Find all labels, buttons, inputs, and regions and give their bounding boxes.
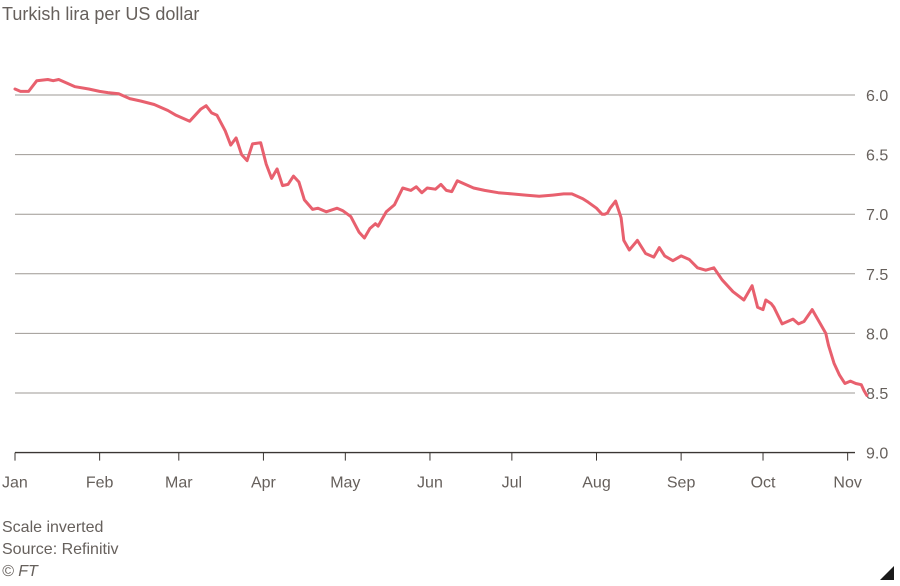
x-axis: Jan Feb Mar Apr May Jun Jul Aug Sep Oct Nov [2, 452, 862, 492]
y-tick-label: 7.5 [866, 267, 888, 284]
y-tick-label: 7.0 [866, 207, 888, 224]
y-tick-label: 9.0 [866, 446, 888, 463]
gridlines [15, 94, 855, 454]
x-tick-label: Aug [582, 475, 610, 492]
x-tick-label: May [330, 475, 360, 492]
y-tick-label: 8.0 [866, 326, 888, 343]
y-tick-label: 8.5 [866, 386, 888, 403]
x-tick-label: Nov [833, 475, 861, 492]
x-tick-label: Apr [251, 475, 277, 492]
x-tick-label: Sep [667, 475, 696, 492]
scale-note: Scale inverted [2, 519, 104, 536]
x-tick-label: Feb [86, 475, 114, 492]
x-tick-label: Jan [2, 475, 28, 492]
line-chart: Jan Feb Mar Apr May Jun Jul Aug Sep Oct Nov 6.0 6.5… [2, 78, 888, 492]
x-tick-label: Jun [417, 475, 443, 492]
series-line [13, 78, 869, 397]
x-tick-label: Mar [165, 475, 193, 492]
y-axis-ticks: 6.0 6.5 7.0 7.5 8.0 8.5 9.0 [866, 88, 888, 463]
source-note: Source: Refinitiv [2, 541, 119, 558]
ft-corner-icon [880, 566, 894, 580]
y-tick-label: 6.0 [866, 88, 888, 105]
x-tick-label: Jul [502, 475, 522, 492]
chart-title: Turkish lira per US dollar [2, 4, 200, 24]
ft-credit: © FT [2, 563, 38, 580]
x-tick-label: Oct [751, 475, 776, 492]
series-group [13, 78, 869, 397]
y-tick-label: 6.5 [866, 148, 888, 165]
